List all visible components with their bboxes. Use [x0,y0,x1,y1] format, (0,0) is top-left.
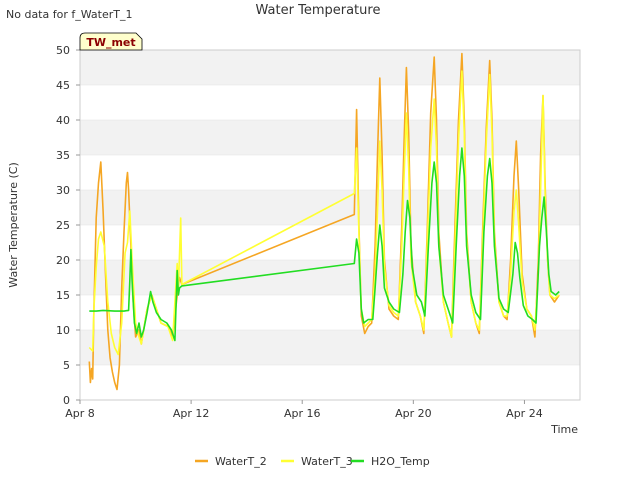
legend: WaterT_2 WaterT_3 H2O_Temp [195,455,430,468]
grid-band [80,260,580,295]
legend-label: H2O_Temp [371,455,430,468]
x-tick-label: Apr 8 [65,407,95,420]
badge-shape [79,32,143,51]
grid-band [80,50,580,85]
station-badge: TW_met [79,32,143,51]
y-tick-label: 40 [56,114,70,127]
y-tick-label: 35 [56,149,70,162]
series-line-watert-2 [88,52,560,391]
no-data-message: No data for f_WaterT_1 [6,8,132,21]
x-tick-label: Apr 20 [395,407,432,420]
series-line-h2o-temp [89,147,560,342]
y-tick-label: 15 [56,289,70,302]
y-tick-label: 45 [56,79,70,92]
legend-label: WaterT_2 [215,455,267,468]
legend-label: WaterT_3 [301,455,353,468]
chart-title: Water Temperature [256,3,381,18]
y-tick-label: 20 [56,254,70,267]
x-tick-label: Apr 24 [506,407,543,420]
y-tick-label: 50 [56,44,70,57]
y-axis-label: Water Temperature (C) [7,162,20,287]
grid-band [80,190,580,225]
x-tick-label: Apr 12 [173,407,210,420]
series-lines [88,52,560,391]
grid-band [80,120,580,155]
y-tick-label: 0 [63,394,70,407]
badge-label: TW_met [86,36,135,49]
x-axis-label: Time [550,423,578,436]
y-axis-ticks: 0 5 10 15 20 25 30 35 40 45 50 [56,44,80,407]
y-tick-label: 30 [56,184,70,197]
grid-band [80,330,580,365]
series-line-watert-3 [88,70,560,356]
x-tick-label: Apr 16 [284,407,321,420]
y-tick-label: 5 [63,359,70,372]
x-axis-ticks: Apr 8 Apr 12 Apr 16 Apr 20 Apr 24 [65,400,543,420]
y-tick-label: 10 [56,324,70,337]
y-tick-label: 25 [56,219,70,232]
